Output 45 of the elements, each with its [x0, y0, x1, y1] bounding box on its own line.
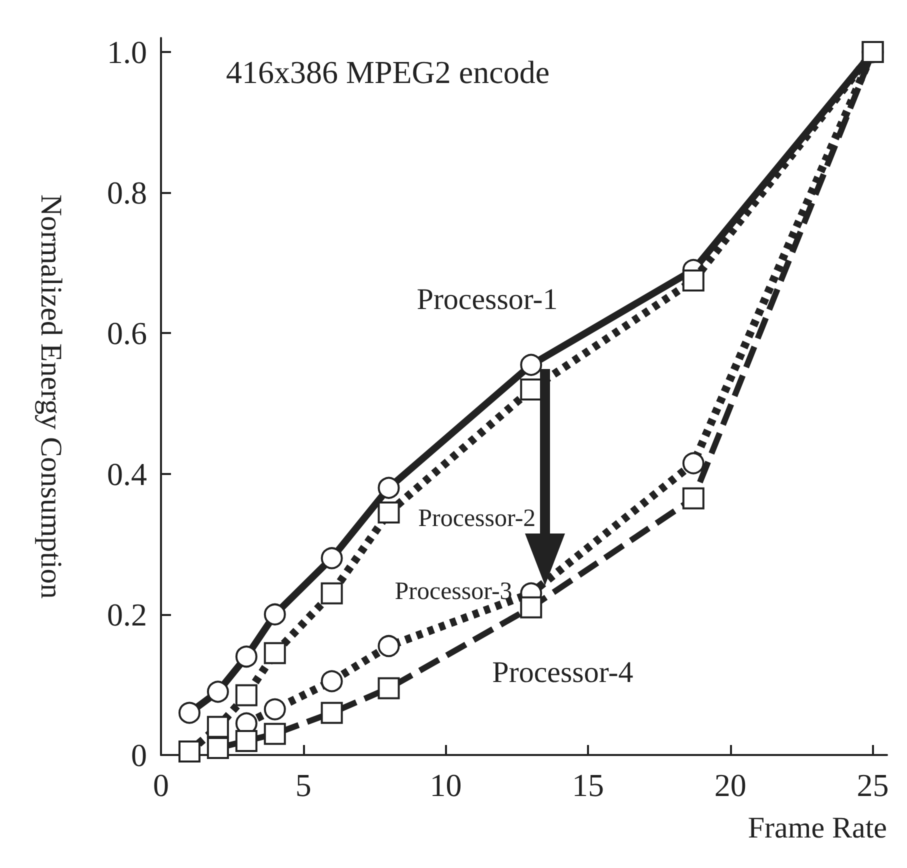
- point: [520, 596, 542, 618]
- point: [206, 680, 229, 703]
- point: [378, 476, 400, 499]
- point: [178, 740, 200, 762]
- text: 416x386 MPEG2 encode: [226, 54, 550, 90]
- y-tick-label: 0: [131, 737, 147, 773]
- x-tick-label: 0: [153, 767, 169, 803]
- x-tick-label: 25: [856, 767, 889, 803]
- y-tick-label: 0.6: [107, 315, 147, 352]
- x-axis-title: Frame Rate: [748, 812, 887, 844]
- point: [520, 354, 542, 376]
- y-tick-label: 0.4: [107, 456, 147, 492]
- series-label: Processor-1: [416, 282, 558, 316]
- point: [320, 670, 343, 692]
- point: [206, 716, 229, 738]
- x-tick-label: 10: [430, 767, 462, 803]
- y-axis-title: Normalized Energy Consumption: [34, 194, 68, 599]
- point: [862, 41, 884, 64]
- point: [682, 452, 704, 474]
- point: [682, 487, 704, 510]
- x-tick-label: 15: [572, 767, 604, 803]
- x-tick-label: 5: [295, 767, 312, 803]
- point: [264, 698, 286, 720]
- x-tick-label: 20: [714, 767, 746, 803]
- y-tick-label: 0.8: [107, 174, 147, 211]
- point: [178, 702, 200, 724]
- point: [378, 635, 400, 658]
- series-label: Processor-4: [492, 656, 634, 690]
- point: [264, 642, 286, 664]
- point: [264, 722, 286, 745]
- point: [320, 547, 343, 570]
- point: [264, 603, 286, 626]
- point: [682, 270, 704, 292]
- point: [206, 736, 229, 759]
- point: [235, 684, 258, 706]
- point: [320, 582, 343, 604]
- point: [320, 702, 343, 724]
- y-tick-label: 0.2: [107, 596, 147, 632]
- series-label: Processor-2: [418, 505, 536, 532]
- point: [378, 501, 400, 524]
- point: [235, 646, 258, 668]
- point: [378, 677, 400, 700]
- y-tick-label: 1.0: [107, 34, 147, 70]
- series-label: Processor-3: [394, 578, 512, 606]
- point: [235, 730, 258, 752]
